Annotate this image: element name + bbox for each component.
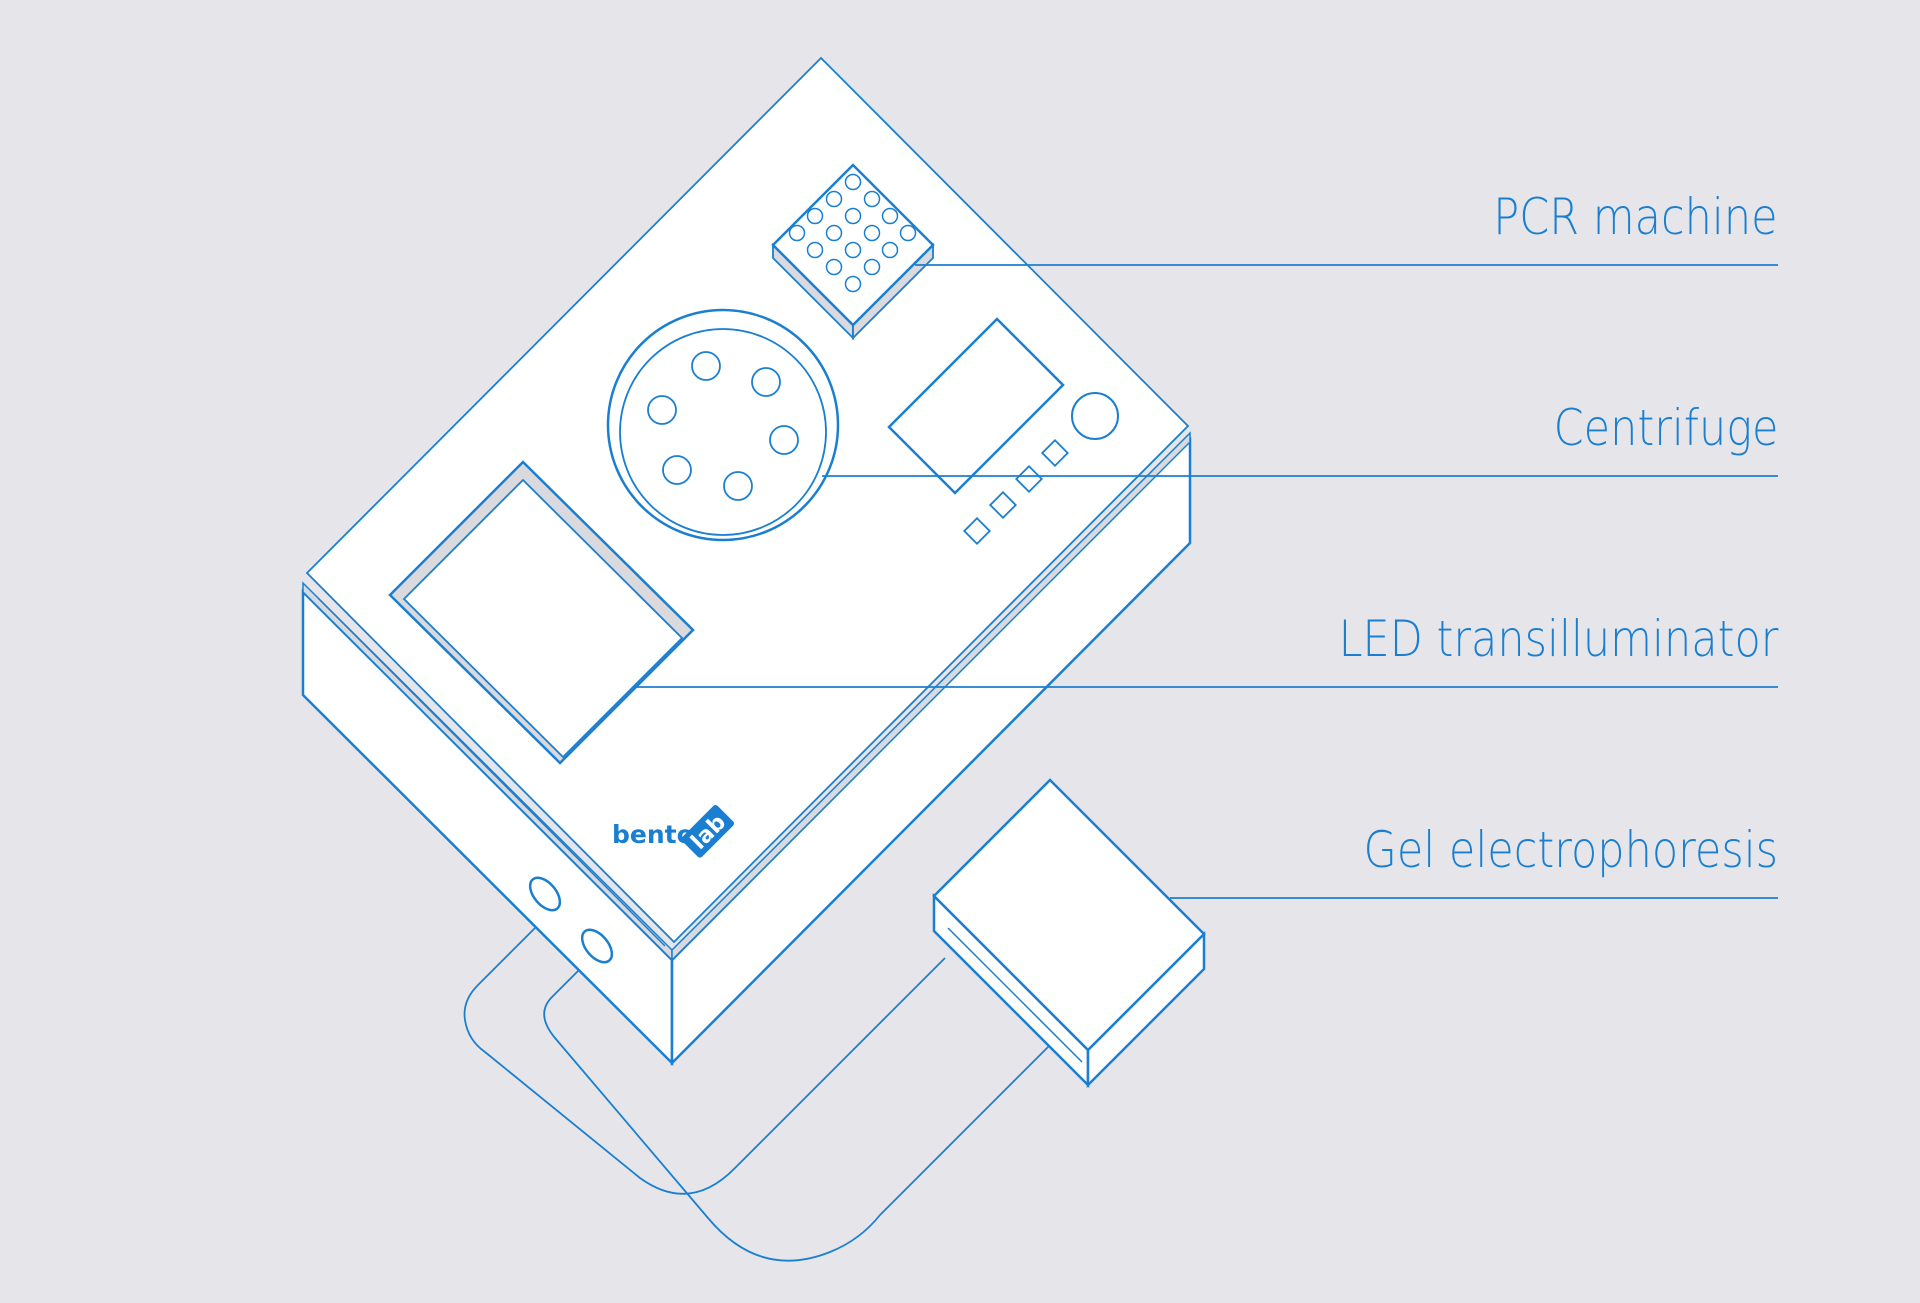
display-screen bbox=[887, 317, 1065, 495]
centrifuge-slot bbox=[662, 455, 692, 485]
cables bbox=[463, 917, 1061, 1262]
leader-lines bbox=[633, 264, 1778, 899]
pcr-wells bbox=[788, 173, 917, 293]
centrifuge-slot bbox=[751, 367, 781, 397]
brand-box bbox=[681, 804, 735, 858]
port-left bbox=[528, 876, 562, 912]
gel-box-top bbox=[932, 778, 1206, 1052]
cable-left bbox=[463, 917, 946, 1195]
brand-word-bento: bento bbox=[612, 820, 694, 849]
brand-logo: bento lab bbox=[612, 804, 735, 858]
gel-box-inset bbox=[947, 927, 1083, 1063]
label-gel-electrophoresis: Gel electrophoresis bbox=[1363, 821, 1778, 879]
control-knob bbox=[1071, 392, 1119, 440]
label-centrifuge: Centrifuge bbox=[1553, 399, 1778, 457]
side-inset-line bbox=[317, 597, 666, 947]
centrifuge-slot bbox=[723, 471, 753, 501]
pcr-machine bbox=[771, 163, 935, 341]
transilluminator-screen bbox=[402, 478, 684, 759]
centrifuge-slot bbox=[691, 351, 721, 381]
centrifuge-slot bbox=[769, 425, 799, 455]
control-button bbox=[962, 516, 992, 546]
port-right bbox=[580, 928, 614, 964]
body-rim-right bbox=[671, 431, 1191, 962]
control-button bbox=[988, 490, 1018, 520]
led-transilluminator bbox=[388, 460, 695, 765]
control-button bbox=[1040, 438, 1070, 468]
cable-right bbox=[543, 951, 1061, 1262]
control-panel bbox=[887, 317, 1119, 546]
label-pcr-machine: PCR machine bbox=[1493, 188, 1778, 246]
control-button bbox=[1014, 464, 1044, 494]
centrifuge-slot bbox=[647, 395, 677, 425]
gel-electrophoresis-unit bbox=[932, 778, 1206, 1089]
centrifuge bbox=[606, 308, 840, 542]
label-led-transilluminator: LED transilluminator bbox=[1338, 610, 1778, 668]
